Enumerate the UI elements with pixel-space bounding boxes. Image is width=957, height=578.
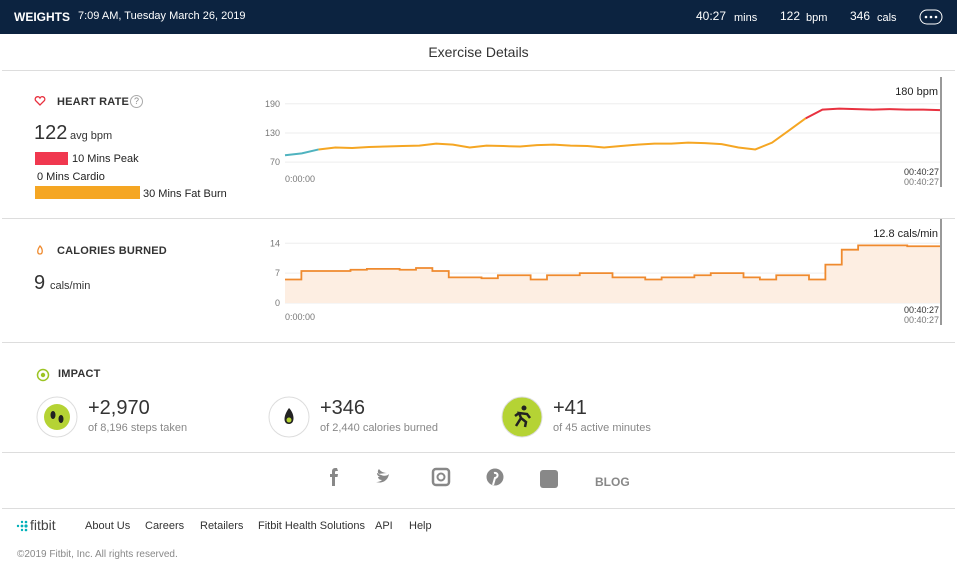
heart-rate-line [318, 117, 807, 151]
heart-rate-unit: bpm [806, 12, 828, 24]
calories-icon [268, 396, 310, 438]
impact-detail: of 45 active minutes [553, 422, 651, 434]
impact-value: +346 [320, 397, 366, 419]
calories-line [285, 244, 940, 281]
zone-label: 0 Mins Cardio [37, 171, 105, 183]
y-tick-label: 70 [270, 157, 280, 167]
x-end-label: 00:40:27 [904, 177, 939, 187]
facebook-icon[interactable] [330, 468, 338, 486]
steps-icon [36, 396, 78, 438]
impact-label: IMPACT [58, 368, 101, 380]
footer-link[interactable]: About Us [85, 520, 131, 532]
calorie-rate: 9 [34, 272, 46, 294]
heart-rate-label: HEART RATE [57, 96, 130, 108]
page-title: Exercise Details [428, 44, 529, 60]
y-tick-label: 14 [270, 238, 280, 248]
datetime: 7:09 AM, Tuesday March 26, 2019 [78, 10, 246, 22]
heart-rate-line [284, 148, 319, 157]
footer-link[interactable]: API [375, 520, 393, 532]
impact-icon [36, 368, 50, 382]
youtube-icon[interactable] [540, 470, 558, 488]
help-icon[interactable]: ? [130, 95, 143, 108]
duration: 40:27 [696, 9, 727, 23]
copyright: ©2019 Fitbit, Inc. All rights reserved. [17, 549, 178, 560]
calories: 346 [850, 9, 871, 23]
zone-bar [35, 152, 68, 165]
activity: WEIGHTS [14, 10, 70, 24]
active-icon [501, 396, 543, 438]
y-tick-label: 7 [275, 268, 280, 278]
end-value-label: 12.8 cals/min [873, 228, 938, 240]
impact-value: +41 [553, 397, 587, 419]
calories-unit: cals [877, 12, 897, 24]
end-value-label: 180 bpm [895, 86, 938, 98]
divider [2, 508, 955, 509]
menu-button[interactable] [919, 9, 943, 25]
instagram-icon[interactable] [431, 467, 451, 487]
duration-unit: mins [734, 12, 758, 24]
x-start-label: 0:00:00 [285, 312, 315, 322]
footer-link[interactable]: Fitbit Health Solutions [258, 520, 365, 532]
calories-label: CALORIES BURNED [57, 245, 167, 257]
top-bar: WEIGHTS 7:09 AM, Tuesday March 26, 2019 … [0, 0, 957, 34]
blog-link[interactable]: BLOG [595, 475, 630, 489]
heart-rate: 122 [780, 9, 801, 23]
divider [2, 342, 955, 343]
avg-heart-rate-unit: avg bpm [70, 130, 113, 142]
social-icons [330, 467, 558, 488]
twitter-icon[interactable] [376, 469, 389, 483]
divider [2, 452, 955, 453]
heart-icon [34, 96, 46, 106]
x-end-label: 00:40:27 [904, 305, 939, 315]
impact-detail: of 8,196 steps taken [88, 422, 188, 434]
footer-link[interactable]: Careers [145, 520, 185, 532]
zone-bar [35, 186, 140, 199]
y-tick-label: 190 [265, 99, 280, 109]
footer-link[interactable]: Help [409, 520, 432, 532]
impact-value: +2,970 [88, 397, 150, 419]
zone-label: 10 Mins Peak [72, 153, 139, 165]
heart-rate-line [805, 107, 941, 120]
x-end-label: 00:40:27 [904, 167, 939, 177]
x-end-label: 00:40:27 [904, 315, 939, 325]
zone-label: 30 Mins Fat Burn [143, 188, 227, 200]
footer-link[interactable]: Retailers [200, 520, 244, 532]
avg-heart-rate: 122 [34, 122, 68, 144]
fitbit-dots [16, 520, 28, 532]
y-tick-label: 0 [275, 298, 280, 308]
impact-detail: of 2,440 calories burned [320, 422, 439, 434]
y-tick-label: 130 [265, 128, 280, 138]
divider [2, 218, 955, 219]
calorie-rate-unit: cals/min [50, 280, 91, 292]
divider [2, 70, 955, 71]
fitbit-logo[interactable]: fitbit [30, 517, 56, 533]
flame-icon [37, 245, 43, 255]
x-start-label: 0:00:00 [285, 174, 315, 184]
